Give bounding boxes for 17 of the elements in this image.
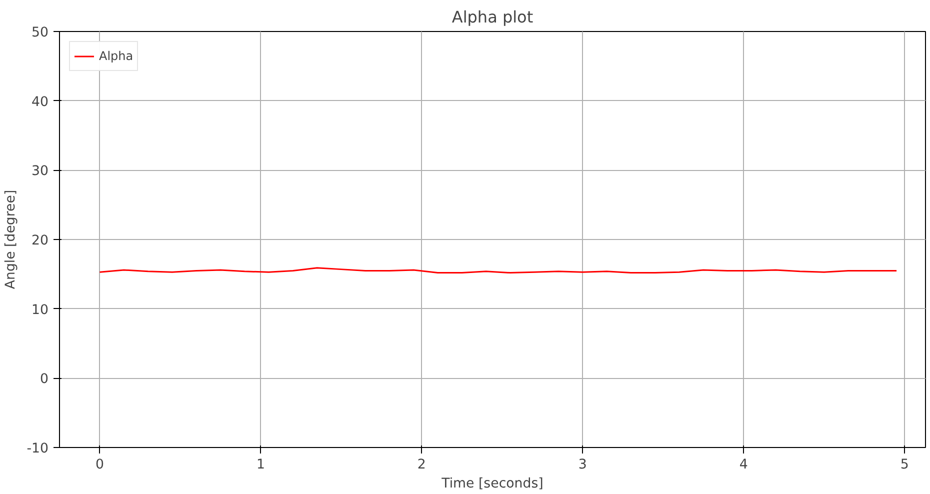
x-axis-title: Time [seconds] — [440, 476, 544, 492]
y-tick-label: 20 — [32, 234, 49, 248]
x-tick-label: 5 — [900, 458, 909, 472]
legend-label: Alpha — [99, 49, 134, 63]
x-tick-label: 4 — [739, 458, 748, 472]
x-tick-label: 1 — [256, 458, 265, 472]
y-tick-label: -10 — [26, 442, 49, 456]
y-tick-label: 40 — [32, 94, 49, 110]
x-tick-label: 0 — [96, 458, 104, 472]
y-tick-label: 0 — [40, 372, 49, 388]
x-tick-label: 3 — [578, 458, 587, 472]
chart-title: Alpha plot — [452, 8, 534, 26]
y-tick-label: 50 — [32, 26, 49, 40]
y-axis-title: Angle [degree] — [4, 190, 19, 290]
x-tick-label: 2 — [417, 458, 426, 472]
y-tick-label: 10 — [32, 302, 49, 318]
y-tick-label: 30 — [32, 164, 49, 180]
